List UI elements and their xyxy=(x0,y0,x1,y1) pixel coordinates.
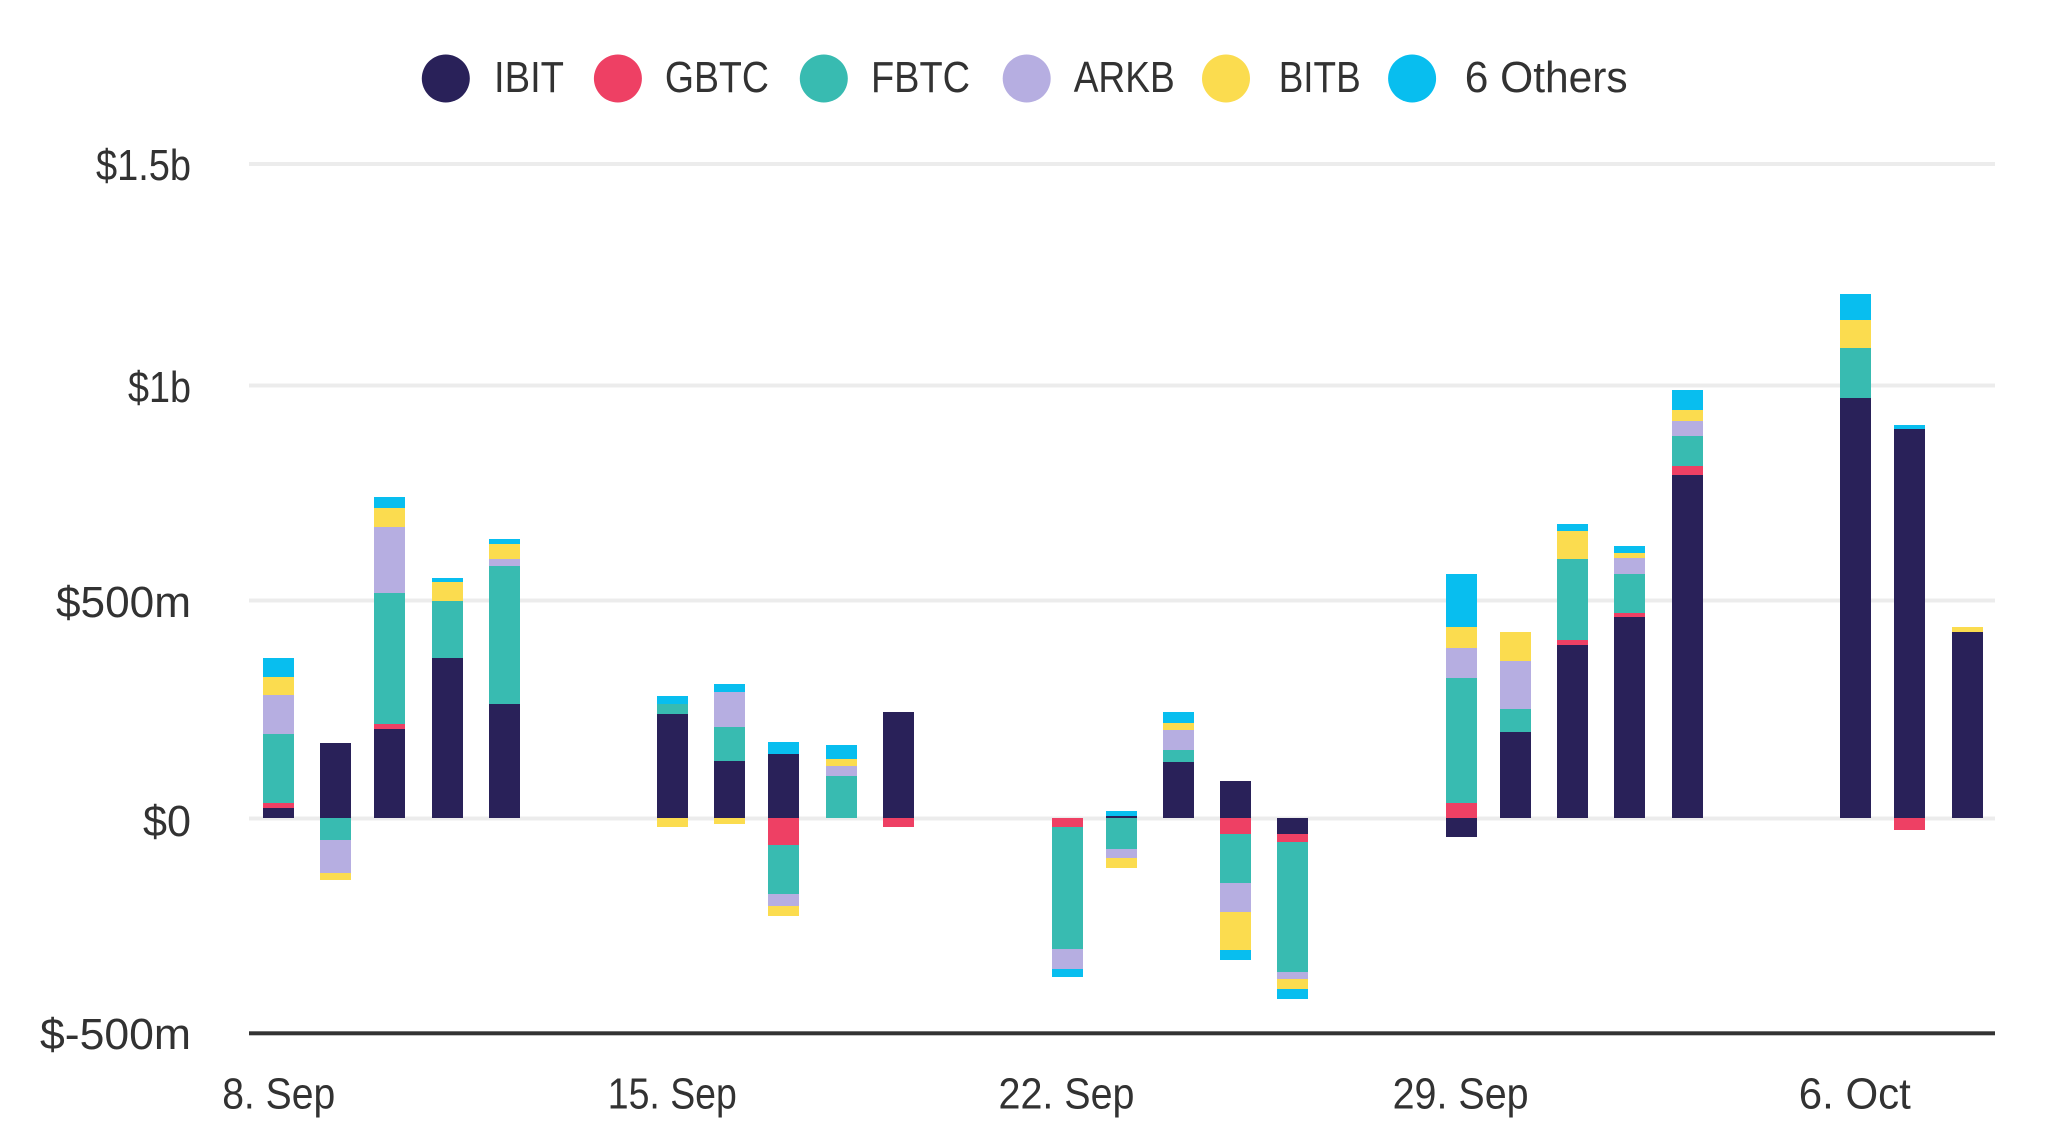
svg-text:$500m: $500m xyxy=(56,578,191,627)
svg-text:15. Sep: 15. Sep xyxy=(608,1069,737,1118)
svg-text:IBIT: IBIT xyxy=(494,53,564,102)
svg-text:BITB: BITB xyxy=(1279,53,1361,102)
svg-text:ARKB: ARKB xyxy=(1074,53,1175,102)
svg-text:8. Sep: 8. Sep xyxy=(222,1069,335,1118)
svg-text:29. Sep: 29. Sep xyxy=(1393,1069,1529,1118)
svg-text:$0: $0 xyxy=(143,797,191,846)
svg-text:6 Others: 6 Others xyxy=(1465,53,1628,102)
svg-text:22. Sep: 22. Sep xyxy=(999,1069,1135,1118)
svg-text:$1.5b: $1.5b xyxy=(96,141,191,190)
svg-text:$1b: $1b xyxy=(128,363,191,412)
svg-text:6. Oct: 6. Oct xyxy=(1799,1069,1911,1118)
svg-text:$-500m: $-500m xyxy=(40,1010,191,1059)
svg-text:GBTC: GBTC xyxy=(665,53,769,102)
svg-text:FBTC: FBTC xyxy=(871,53,970,102)
